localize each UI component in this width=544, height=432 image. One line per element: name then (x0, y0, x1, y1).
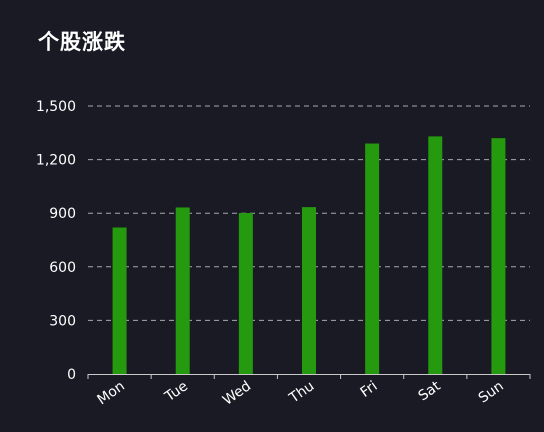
x-tick-label: Wed (220, 378, 254, 409)
bar (491, 138, 506, 374)
x-tick-label: Mon (94, 378, 127, 408)
y-tick-label: 600 (49, 260, 76, 276)
y-tick-label: 1,500 (36, 99, 76, 115)
bar (112, 227, 127, 374)
x-tick-label: Tue (161, 378, 191, 405)
chart-title: 个股涨跌 (38, 30, 126, 54)
y-tick-label: 900 (49, 206, 76, 222)
x-tick-label: Fri (358, 378, 381, 401)
bar (365, 143, 380, 374)
bar (175, 207, 190, 374)
x-tick-label: Thu (286, 378, 318, 407)
y-tick-label: 300 (49, 313, 76, 329)
bar (428, 136, 443, 374)
x-tick-label: Sat (416, 378, 444, 405)
bar (238, 213, 253, 374)
y-tick-label: 1,200 (36, 153, 76, 169)
y-tick-label: 0 (67, 367, 76, 383)
bar (302, 207, 316, 374)
x-tick-label: Sun (476, 378, 507, 406)
